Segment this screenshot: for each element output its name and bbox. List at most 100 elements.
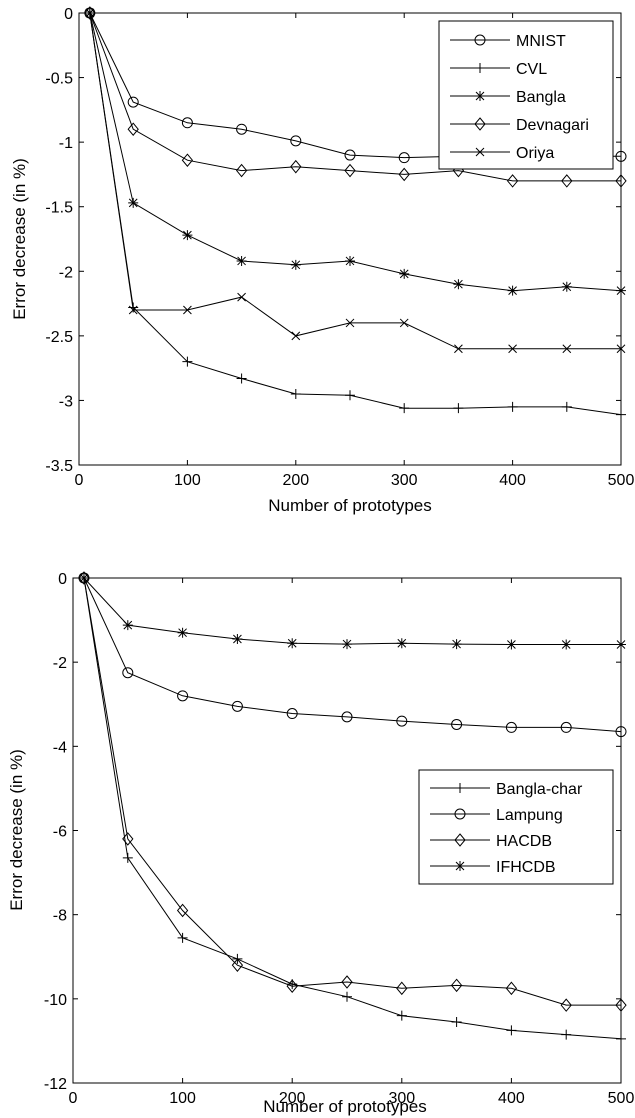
point-mnist-10 <box>615 150 627 162</box>
point-bangla-char-9-shape <box>561 1029 572 1040</box>
point-ifhcdb-6-shape <box>396 638 407 649</box>
point-bangla-9-shape <box>561 281 572 292</box>
point-mnist-10-shape <box>615 150 627 162</box>
point-hacdb-7-shape <box>450 978 463 993</box>
point-oriya-10-shape <box>616 344 626 354</box>
point-hacdb-6 <box>396 981 408 996</box>
point-ifhcdb-5-shape <box>342 639 352 650</box>
bottom-x-tick-label-2: 200 <box>279 1090 306 1107</box>
top-ticks <box>78 12 622 466</box>
point-bangla-char-5-shape <box>342 991 352 1002</box>
legend-marker-bangla-char <box>455 783 465 793</box>
series-line-devnagari <box>89 12 621 182</box>
bottom-series <box>78 571 627 1044</box>
point-hacdb-2-shape <box>176 903 189 918</box>
point-devnagari-1 <box>127 122 139 137</box>
bottom-x-tick-label-5: 500 <box>608 1090 635 1107</box>
point-hacdb-6-shape <box>396 981 408 996</box>
point-cvl-5 <box>345 390 355 401</box>
point-cvl-3-shape <box>236 373 247 384</box>
point-ifhcdb-8-shape <box>506 639 517 650</box>
point-ifhcdb-5 <box>342 639 352 650</box>
legend-item-bangla: Bangla <box>450 89 566 106</box>
point-ifhcdb-4-shape <box>287 638 298 649</box>
top-x-tick-label-2: 200 <box>282 472 309 489</box>
point-oriya-3-shape <box>237 292 246 302</box>
point-ifhcdb-10-shape <box>616 639 626 650</box>
series-devnagari <box>84 6 627 188</box>
point-bangla-10 <box>616 285 626 296</box>
series-line-lampung <box>83 577 622 733</box>
legend-marker-mnist <box>474 34 486 46</box>
legend-marker-cvl-glyph-shape <box>475 63 485 73</box>
point-ifhcdb-7-shape <box>451 639 462 650</box>
bottom-tick-labels: 0 100 200 300 400 500 0 -2 -4 -6 -8 -10 -12 <box>44 571 635 1107</box>
legend-marker-lampung <box>454 808 466 820</box>
legend-marker-oriya-glyph-shape <box>475 147 485 157</box>
point-bangla-6 <box>399 268 410 279</box>
top-y-tick-label-1: -0.5 <box>45 71 73 88</box>
point-oriya-9-shape <box>562 344 572 354</box>
point-cvl-8-shape <box>507 401 518 412</box>
point-oriya-9 <box>562 344 572 354</box>
legend-marker-devnagari-glyph <box>474 117 486 131</box>
point-cvl-2 <box>182 356 193 367</box>
point-bangla-char-10-shape <box>616 1033 626 1044</box>
point-ifhcdb-3-shape <box>232 634 243 645</box>
point-hacdb-4-shape <box>286 979 298 993</box>
point-bangla-2 <box>182 230 193 241</box>
point-devnagari-9-shape <box>561 174 573 188</box>
legend-label-mnist: MNIST <box>516 33 566 50</box>
point-devnagari-4-shape <box>290 159 302 174</box>
top-y-tick-label-5: -2.5 <box>45 329 73 346</box>
bottom-chart: 0 100 200 300 400 500 0 -2 -4 -6 -8 -10 -12 Number o… <box>7 571 634 1116</box>
point-lampung-7 <box>451 718 463 730</box>
point-ifhcdb-9-shape <box>561 639 572 650</box>
point-bangla-char-8-shape <box>506 1025 517 1036</box>
point-lampung-7-shape <box>451 718 463 730</box>
point-mnist-3-shape <box>236 123 248 135</box>
point-bangla-char-5 <box>342 991 352 1002</box>
point-hacdb-2 <box>176 903 189 918</box>
legend-marker-oriya <box>475 147 485 157</box>
point-ifhcdb-0 <box>78 573 89 583</box>
top-y-tick-label-0: 0 <box>64 6 73 23</box>
point-bangla-4-shape <box>290 259 301 270</box>
point-cvl-6 <box>399 403 410 414</box>
top-x-tick-label-5: 500 <box>608 472 635 489</box>
bottom-y-tick-label-6: -12 <box>44 1076 67 1093</box>
point-cvl-7-shape <box>453 403 464 414</box>
point-devnagari-4 <box>290 159 302 174</box>
legend-marker-ifhcdb-glyph-shape <box>455 861 465 871</box>
top-y-axis-title: Error decrease (in %) <box>10 158 29 320</box>
point-devnagari-10 <box>615 174 627 188</box>
bottom-y-tick-label-2: -4 <box>53 739 67 756</box>
legend-marker-bangla-char-glyph <box>455 783 465 793</box>
point-hacdb-5 <box>341 975 353 989</box>
point-oriya-8 <box>508 344 517 354</box>
point-ifhcdb-2-shape <box>177 627 188 638</box>
legend-marker-lampung-glyph <box>454 808 466 820</box>
legend-marker-cvl <box>475 63 485 73</box>
point-bangla-char-2-shape <box>177 932 188 943</box>
legend-item-oriya: Oriya <box>450 145 554 162</box>
point-lampung-2-shape <box>177 690 189 702</box>
point-mnist-6-shape <box>398 152 410 164</box>
top-y-tick-label-2: -1 <box>59 135 73 152</box>
legend-label-bangla: Bangla <box>516 89 566 106</box>
series-bangla <box>84 8 626 296</box>
point-cvl-9 <box>561 401 572 412</box>
point-mnist-1 <box>127 96 139 108</box>
top-x-tick-label-0: 0 <box>75 472 84 489</box>
point-devnagari-3-shape <box>235 163 248 178</box>
point-lampung-6 <box>396 715 408 727</box>
point-hacdb-1 <box>122 832 134 846</box>
point-devnagari-6-shape <box>398 167 410 182</box>
point-lampung-3-shape <box>231 700 243 712</box>
point-bangla-char-7-shape <box>451 1016 462 1027</box>
bottom-x-tick-label-0: 0 <box>69 1090 78 1107</box>
legend-marker-bangla-glyph <box>475 91 485 101</box>
point-hacdb-0 <box>78 571 90 585</box>
bottom-legend-box <box>418 769 614 885</box>
point-bangla-4 <box>290 259 301 270</box>
